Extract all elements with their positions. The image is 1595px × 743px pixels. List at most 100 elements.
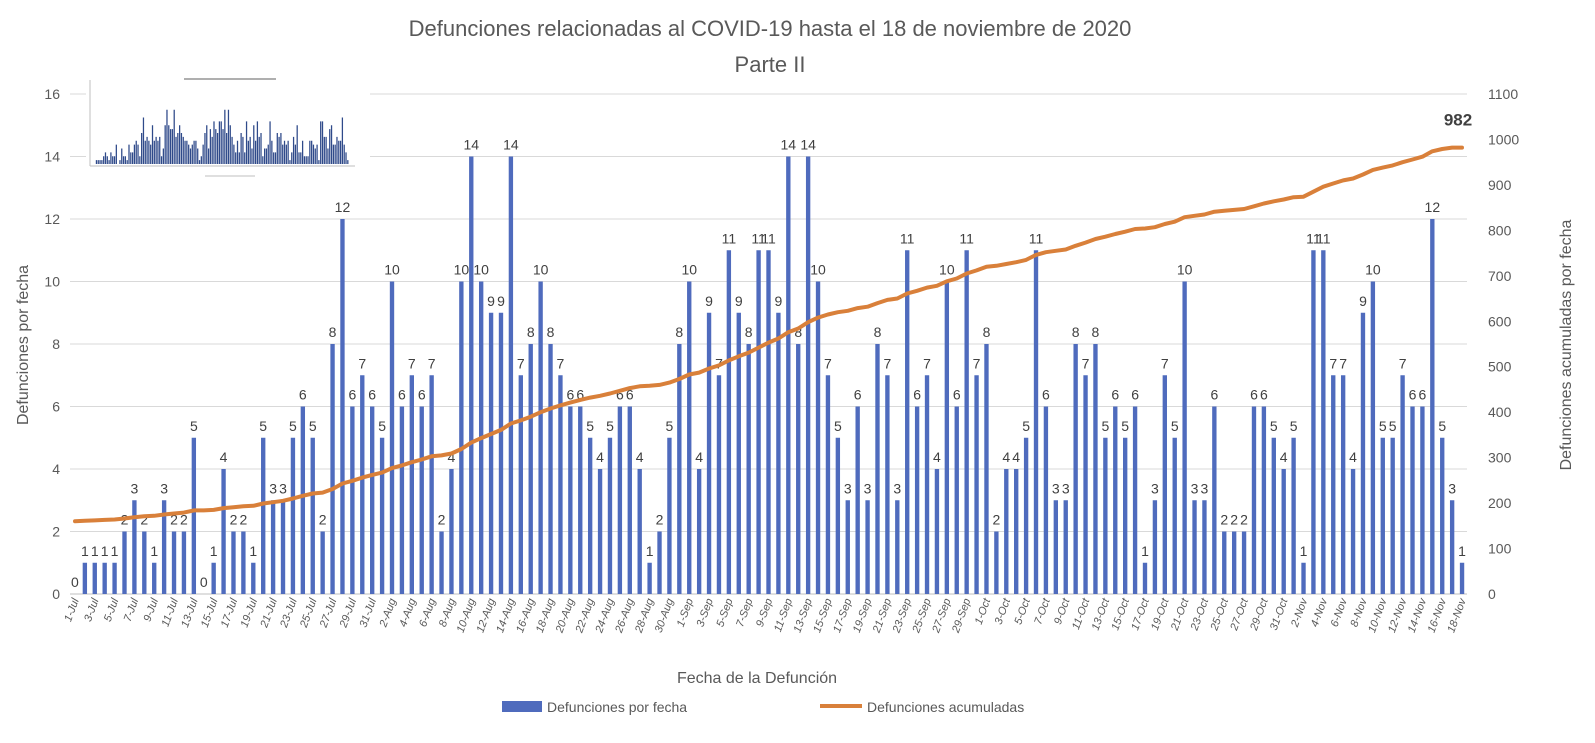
bar (558, 375, 563, 594)
thumbnail-bar (314, 148, 316, 164)
bar (805, 156, 811, 594)
thumbnail-bar (227, 109, 230, 164)
thumbnail-bar (267, 144, 269, 164)
thumbnail-bar (231, 136, 233, 164)
thumbnail-bar (193, 140, 195, 164)
thumbnail-bar (245, 121, 248, 164)
bar (389, 281, 395, 594)
right-axis-ticks: 0 100 200 300 400 500 600 700 800 900 1000 1100 (1488, 86, 1519, 602)
bar-data-label: 3 (269, 480, 277, 496)
bar-data-label: 7 (517, 355, 525, 371)
bar (152, 562, 157, 594)
thumbnail-bar (164, 125, 166, 164)
thumbnail-bar (207, 148, 210, 164)
bar (429, 375, 434, 594)
bar-data-label: 4 (1012, 449, 1020, 465)
bar-data-label: 1 (101, 543, 109, 559)
bar-data-label: 7 (557, 355, 565, 371)
thumbnail-bar (327, 148, 329, 164)
bar (221, 469, 226, 594)
thumbnail-bar (238, 152, 240, 164)
bar (845, 500, 850, 594)
x-tick-label: 7-Oct (1032, 596, 1053, 626)
x-tick-label: 31-Jul (357, 596, 379, 629)
bar-data-label: 6 (418, 387, 426, 403)
thumbnail-bar (95, 160, 98, 164)
x-tick-label: 21-Jul (258, 596, 280, 630)
bar (548, 344, 553, 594)
thumbnail-bar (233, 144, 235, 164)
bar-data-label: 6 (626, 387, 634, 403)
thumbnail-bar (169, 129, 172, 164)
x-tick-label: 8-Nov (1348, 596, 1370, 629)
bar-data-label: 6 (1260, 387, 1268, 403)
thumbnail-bar (168, 125, 170, 164)
bar-data-label: 9 (735, 293, 743, 309)
bar-data-label: 9 (497, 293, 505, 309)
bar-data-label: 7 (1082, 355, 1090, 371)
thumbnail-bar (300, 152, 302, 164)
bar (964, 250, 969, 594)
bar-data-label: 4 (933, 449, 941, 465)
bar-data-label: 6 (854, 387, 862, 403)
bar (399, 406, 405, 594)
x-tick-label: 1-Sep (675, 597, 696, 629)
x-tick-label: 15-Jul (199, 596, 221, 629)
bar (270, 500, 276, 594)
bar (261, 437, 266, 594)
bar-data-label: 5 (1101, 418, 1109, 434)
x-tick-label: 6-Nov (1329, 596, 1351, 629)
bar (518, 375, 523, 594)
bar-data-label: 1 (249, 543, 257, 559)
x-tick-label: 7-Jul (122, 596, 142, 623)
y2-tick-label: 900 (1488, 177, 1512, 193)
bar (439, 531, 444, 594)
thumbnail-bar (115, 144, 117, 164)
bar-data-label: 7 (358, 355, 366, 371)
bar (1231, 531, 1237, 594)
bar-data-label: 1 (111, 543, 119, 559)
bar (1281, 469, 1286, 594)
thumbnail-bar (104, 152, 107, 164)
bar-data-label: 14 (781, 137, 797, 153)
thumbnail-bar (139, 156, 141, 164)
bar-data-label: 4 (636, 449, 644, 465)
y-tick-label: 14 (44, 149, 60, 165)
x-tick-label: 27-Jul (318, 596, 340, 630)
bar (1321, 250, 1326, 594)
bar (1182, 281, 1187, 594)
bar (667, 437, 672, 594)
bar-data-label: 1 (150, 543, 158, 559)
bar (1449, 500, 1455, 594)
bar-data-label: 8 (1092, 324, 1100, 340)
bar (1053, 500, 1059, 594)
bar (528, 344, 533, 594)
bar (1420, 406, 1425, 594)
bar (578, 406, 583, 594)
bar-series (82, 156, 1465, 594)
x-tick-label: 11-Jul (160, 596, 181, 628)
bar-data-label: 5 (1379, 418, 1387, 434)
bar (736, 312, 741, 594)
thumbnail-bar (338, 140, 340, 164)
y-tick-label: 10 (44, 274, 60, 290)
thumbnail-bar (244, 152, 246, 164)
x-tick-label: 4-Nov (1309, 596, 1331, 629)
thumbnail-bar (197, 148, 199, 164)
bar-data-label: 6 (953, 387, 961, 403)
bar-data-label: 11 (959, 230, 974, 246)
bar (498, 312, 504, 594)
thumbnail-bar (339, 140, 342, 164)
thumbnail-bar (157, 140, 159, 164)
bar (796, 344, 801, 594)
thumbnail-bar (180, 133, 183, 164)
bar-data-label: 8 (675, 324, 683, 340)
legend-label-line: Defunciones acumuladas (867, 699, 1024, 715)
bar-data-label: 6 (913, 387, 921, 403)
y2-tick-label: 300 (1488, 450, 1512, 466)
legend: Defunciones por fecha Defunciones acumul… (502, 699, 1024, 715)
bar (914, 406, 920, 594)
bar (488, 312, 494, 594)
thumbnail-bar (119, 160, 121, 164)
